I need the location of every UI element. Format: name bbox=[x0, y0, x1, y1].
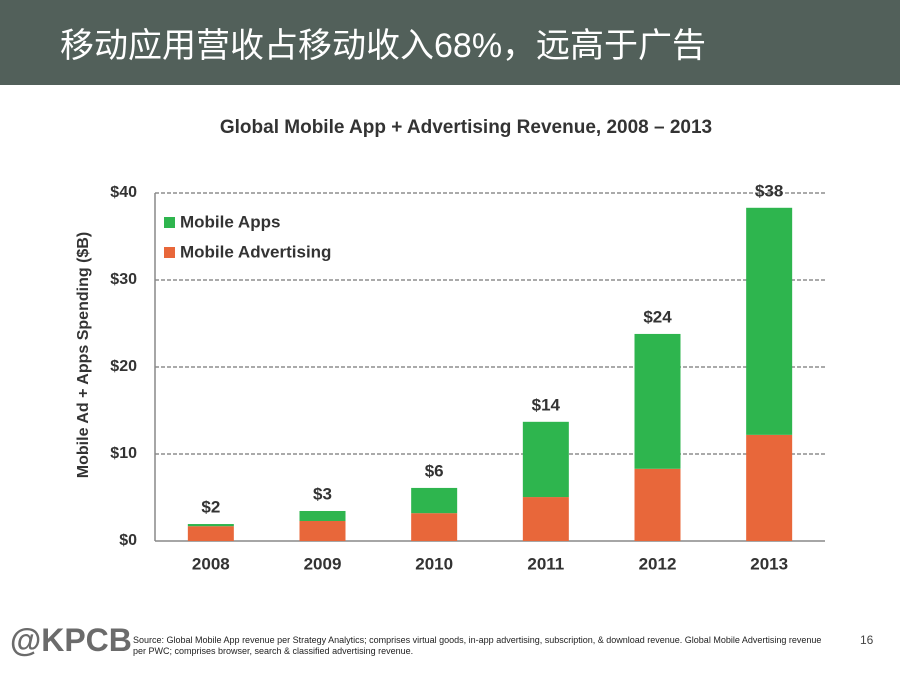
bar-segment bbox=[299, 510, 346, 521]
header-band: 移动应用营收占移动收入68%，远高于广告 bbox=[0, 0, 900, 85]
x-tick-label: 2008 bbox=[192, 554, 230, 573]
bar-segment bbox=[411, 513, 458, 541]
y-axis-label: Mobile Ad + Apps Spending ($B) bbox=[75, 232, 92, 478]
y-tick-label: $10 bbox=[110, 445, 137, 462]
bar-segment bbox=[634, 468, 681, 541]
chart-title: Global Mobile App + Advertising Revenue,… bbox=[220, 117, 712, 138]
bar-segment bbox=[634, 333, 681, 469]
bar-segment bbox=[746, 434, 793, 541]
logo: @KPCB bbox=[10, 622, 132, 658]
x-tick-label: 2010 bbox=[415, 554, 453, 573]
bar-segment bbox=[299, 520, 346, 541]
total-label: $3 bbox=[313, 484, 332, 503]
total-label: $14 bbox=[532, 395, 561, 414]
slide-title: 移动应用营收占移动收入68%，远高于广告 bbox=[60, 27, 707, 65]
y-tick-label: $30 bbox=[110, 271, 137, 288]
y-tick-label: $40 bbox=[110, 184, 137, 201]
x-tick-label: 2011 bbox=[527, 554, 564, 573]
y-tick-label: $0 bbox=[119, 532, 137, 549]
total-label: $2 bbox=[201, 498, 220, 517]
y-tick-label: $20 bbox=[110, 358, 137, 375]
legend-label: Mobile Apps bbox=[180, 212, 280, 231]
x-tick-label: 2013 bbox=[750, 554, 788, 573]
legend-label: Mobile Advertising bbox=[180, 242, 331, 261]
bar-segment bbox=[522, 421, 569, 498]
total-label: $6 bbox=[425, 461, 444, 480]
bar-segment bbox=[411, 487, 458, 514]
bar-segment bbox=[187, 524, 234, 527]
x-tick-label: 2012 bbox=[639, 554, 677, 573]
total-label: $38 bbox=[755, 181, 783, 200]
bar-segment bbox=[187, 526, 234, 541]
source-note: Source: Global Mobile App revenue per St… bbox=[133, 635, 822, 656]
page-number: 16 bbox=[860, 633, 874, 647]
legend-swatch bbox=[164, 217, 175, 228]
bar-segment bbox=[522, 497, 569, 541]
x-tick-label: 2009 bbox=[304, 554, 342, 573]
total-label: $24 bbox=[643, 307, 672, 326]
legend-swatch bbox=[164, 247, 175, 258]
bar-segment bbox=[746, 207, 793, 435]
